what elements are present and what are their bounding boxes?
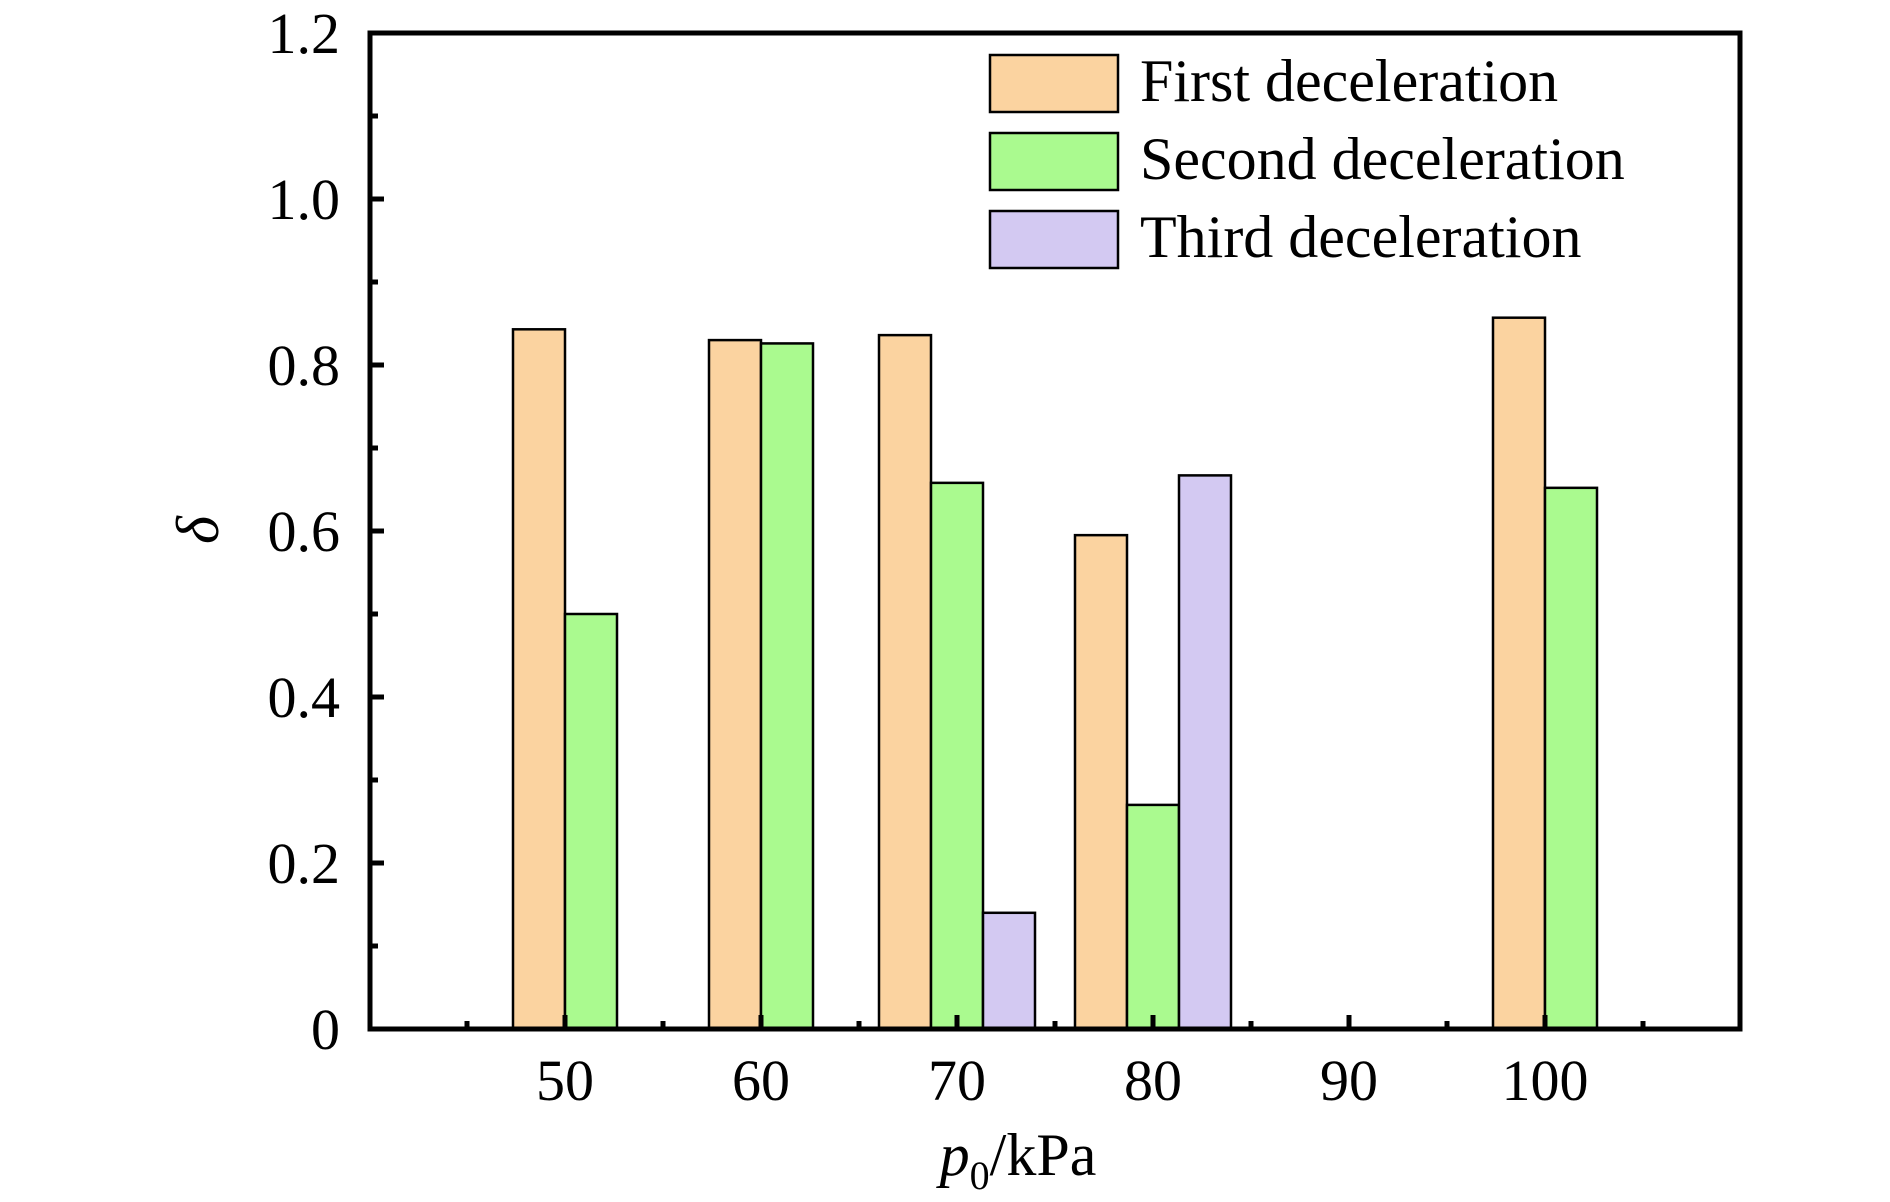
legend-swatch-3 (988, 209, 1120, 270)
x-axis-title: p0/kPa (936, 1122, 1097, 1198)
legend-label-3: Third deceleration (1140, 204, 1581, 270)
x-axis-title-sub: 0 (970, 1153, 990, 1198)
y-axis-title: δ (165, 515, 231, 544)
x-tick-label: 90 (1320, 1048, 1378, 1113)
x-axis-title-main: p (936, 1122, 970, 1188)
x-tick-label: 100 (1502, 1048, 1589, 1113)
bars-group (511, 316, 1599, 1031)
legend-label-2: Second deceleration (1140, 126, 1625, 192)
bar-60-series-1 (707, 338, 763, 1031)
y-tick-label: 0.6 (268, 499, 341, 564)
y-tick-label: 0.2 (268, 831, 341, 896)
bar-70-series-3 (981, 911, 1037, 1031)
y-tick-label: 1.2 (268, 1, 341, 66)
bar-80-series-1 (1073, 533, 1129, 1031)
y-tick-labels: 0 0.2 0.4 0.6 0.8 1.0 1.2 (268, 1, 341, 1062)
bar-50-series-2 (563, 612, 619, 1031)
axis-ticks (370, 30, 1646, 1032)
bar-70-series-2 (929, 481, 985, 1031)
bar-80-series-3 (1177, 474, 1233, 1031)
x-tick-label: 80 (1124, 1048, 1182, 1113)
x-axis-title-unit: /kPa (990, 1122, 1097, 1188)
x-tick-label: 50 (536, 1048, 594, 1113)
bar-70-series-1 (877, 333, 933, 1031)
y-tick-label: 0 (311, 997, 340, 1062)
legend: First deceleration Second deceleration Thi… (988, 48, 1625, 270)
legend-label-1: First deceleration (1140, 48, 1558, 114)
x-tick-label: 70 (928, 1048, 986, 1113)
bar-100-series-1 (1491, 316, 1547, 1031)
x-tick-labels: 50 60 70 80 90 100 (536, 1048, 1589, 1113)
legend-swatch-1 (988, 53, 1120, 114)
legend-swatch-2 (988, 131, 1120, 192)
y-tick-label: 0.4 (268, 665, 341, 730)
bar-60-series-2 (759, 342, 815, 1031)
y-tick-label: 0.8 (268, 333, 341, 398)
x-tick-label: 60 (732, 1048, 790, 1113)
bar-50-series-1 (511, 328, 567, 1031)
y-tick-label: 1.0 (268, 167, 341, 232)
bar-80-series-2 (1125, 803, 1181, 1031)
bar-100-series-2 (1543, 486, 1599, 1031)
